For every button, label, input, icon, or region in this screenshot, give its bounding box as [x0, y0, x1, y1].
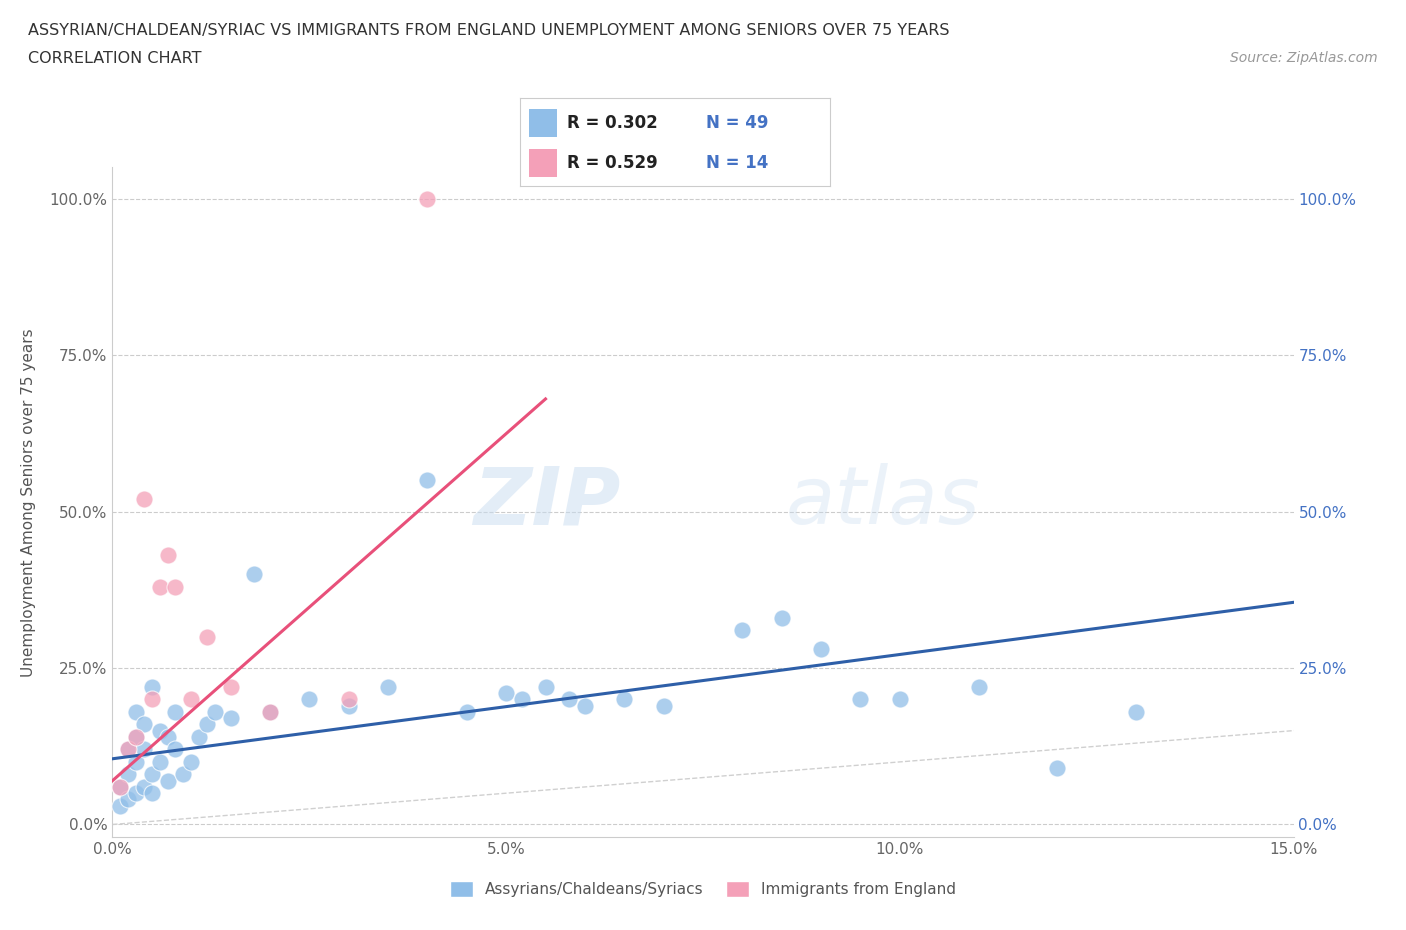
Point: [132, 779, 155, 794]
Point: [132, 742, 155, 757]
Text: N = 49: N = 49: [706, 114, 768, 132]
Point: [141, 680, 163, 695]
Point: [967, 680, 990, 695]
Point: [141, 786, 163, 801]
Point: [337, 698, 360, 713]
Point: [125, 786, 148, 801]
Legend: Assyrians/Chaldeans/Syriacs, Immigrants from England: Assyrians/Chaldeans/Syriacs, Immigrants …: [443, 875, 963, 903]
Point: [377, 680, 399, 695]
Point: [613, 692, 636, 707]
Point: [810, 642, 832, 657]
Point: [534, 680, 557, 695]
Point: [558, 692, 581, 707]
Point: [110, 798, 132, 813]
Point: [337, 692, 360, 707]
Point: [219, 711, 242, 725]
Point: [574, 698, 596, 713]
Text: ZIP: ZIP: [472, 463, 620, 541]
Point: [165, 579, 187, 594]
Point: [165, 704, 187, 719]
Point: [1125, 704, 1147, 719]
Text: atlas: atlas: [786, 463, 980, 541]
Point: [165, 742, 187, 757]
Point: [117, 792, 139, 807]
Point: [495, 685, 517, 700]
Point: [770, 610, 793, 625]
Point: [849, 692, 872, 707]
Text: N = 14: N = 14: [706, 154, 768, 172]
Point: [125, 729, 148, 744]
Point: [259, 704, 281, 719]
Point: [416, 192, 439, 206]
Point: [1046, 761, 1069, 776]
Text: ASSYRIAN/CHALDEAN/SYRIAC VS IMMIGRANTS FROM ENGLAND UNEMPLOYMENT AMONG SENIORS O: ASSYRIAN/CHALDEAN/SYRIAC VS IMMIGRANTS F…: [28, 23, 949, 38]
Point: [117, 742, 139, 757]
Point: [149, 579, 172, 594]
Point: [149, 724, 172, 738]
Point: [298, 692, 321, 707]
Point: [132, 717, 155, 732]
Point: [188, 729, 211, 744]
Point: [141, 767, 163, 782]
Point: [141, 692, 163, 707]
Point: [259, 704, 281, 719]
Point: [195, 717, 218, 732]
Point: [110, 779, 132, 794]
Point: [510, 692, 533, 707]
Text: R = 0.302: R = 0.302: [567, 114, 658, 132]
Point: [125, 754, 148, 769]
Point: [172, 767, 194, 782]
Point: [731, 623, 754, 638]
Point: [156, 548, 179, 563]
Point: [117, 742, 139, 757]
Point: [219, 680, 242, 695]
Point: [456, 704, 478, 719]
Point: [156, 773, 179, 788]
Point: [110, 779, 132, 794]
Y-axis label: Unemployment Among Seniors over 75 years: Unemployment Among Seniors over 75 years: [21, 328, 35, 676]
Text: R = 0.529: R = 0.529: [567, 154, 658, 172]
Text: Source: ZipAtlas.com: Source: ZipAtlas.com: [1230, 51, 1378, 65]
Point: [132, 492, 155, 507]
Point: [416, 472, 439, 487]
FancyBboxPatch shape: [530, 149, 557, 177]
Point: [889, 692, 911, 707]
Point: [243, 566, 266, 581]
Point: [125, 704, 148, 719]
Point: [117, 767, 139, 782]
Point: [204, 704, 226, 719]
Point: [180, 754, 202, 769]
Point: [652, 698, 675, 713]
Point: [156, 729, 179, 744]
Point: [125, 729, 148, 744]
FancyBboxPatch shape: [530, 109, 557, 138]
Point: [195, 630, 218, 644]
Point: [180, 692, 202, 707]
Text: CORRELATION CHART: CORRELATION CHART: [28, 51, 201, 66]
Point: [149, 754, 172, 769]
